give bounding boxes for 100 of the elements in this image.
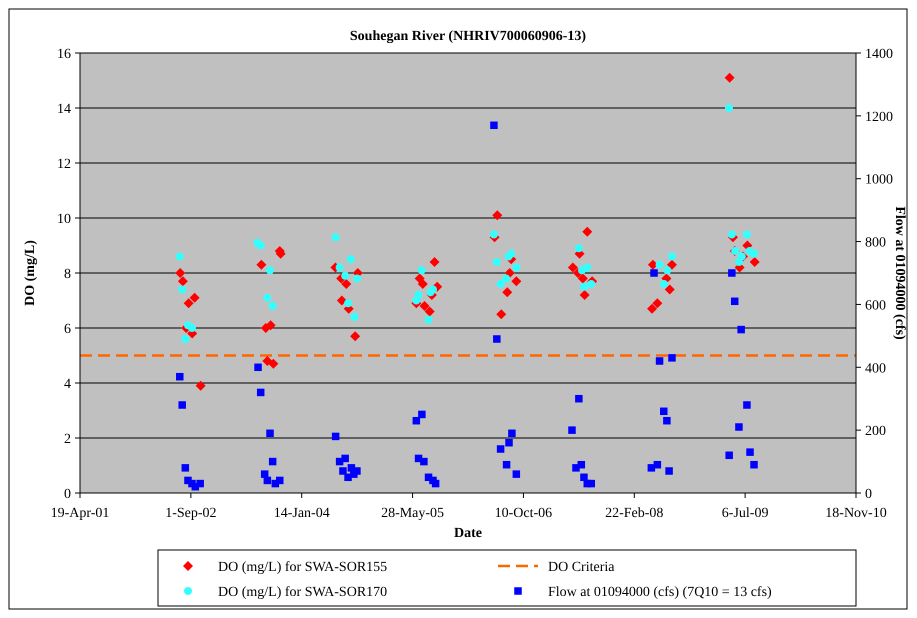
point: [582, 226, 592, 237]
point: [339, 467, 347, 475]
y-tick-label: 2: [64, 432, 71, 447]
point: [656, 357, 664, 365]
point: [578, 266, 586, 274]
point: [264, 476, 272, 484]
point: [511, 276, 522, 286]
point: [353, 274, 362, 282]
point: [256, 242, 265, 250]
x-tick-label: 18-Nov-10: [825, 506, 887, 521]
y2-tick-label: 1200: [865, 110, 893, 125]
point: [505, 438, 513, 446]
point: [580, 290, 590, 300]
point: [182, 464, 190, 472]
point: [724, 104, 733, 112]
point: [266, 266, 274, 274]
point: [725, 452, 733, 460]
point: [341, 272, 350, 280]
point: [496, 280, 505, 288]
legend-label: DO (mg/L) for SWA-SOR170: [218, 585, 388, 600]
point: [508, 430, 516, 438]
point: [276, 476, 284, 484]
point: [750, 250, 758, 258]
point: [580, 474, 588, 482]
point: [266, 320, 276, 330]
point: [341, 454, 349, 462]
point: [332, 233, 340, 242]
point: [178, 276, 188, 286]
point: [266, 430, 274, 438]
point: [254, 364, 262, 372]
point: [490, 230, 498, 238]
point: [504, 252, 513, 260]
point: [332, 432, 340, 440]
chart-title: Souhegan River (NHRIV700060906-13): [350, 29, 586, 44]
y2-tick-label: 800: [865, 236, 886, 251]
point: [663, 416, 671, 424]
point: [176, 252, 184, 260]
point: [341, 279, 352, 289]
point: [196, 380, 206, 391]
point: [580, 282, 588, 291]
x-tick-label: 28-May-05: [381, 506, 444, 521]
point: [418, 266, 426, 274]
point: [175, 268, 186, 278]
legend-label: DO Criteria: [548, 560, 616, 575]
point: [188, 324, 196, 332]
point: [350, 313, 358, 321]
point: [734, 258, 743, 266]
x-tick-label: 1-Sep-02: [165, 506, 217, 521]
point: [426, 288, 435, 296]
point: [190, 292, 200, 303]
point: [493, 335, 501, 343]
y2-tick-label: 1400: [865, 47, 893, 62]
point: [268, 358, 278, 369]
y-tick-label: 16: [57, 47, 71, 62]
point: [502, 460, 510, 468]
point: [750, 257, 760, 267]
point: [728, 269, 736, 277]
point: [568, 426, 576, 434]
point: [412, 416, 420, 424]
point: [656, 260, 664, 269]
point: [578, 274, 588, 284]
point: [660, 280, 668, 288]
point: [668, 252, 676, 260]
point: [724, 72, 735, 83]
point: [268, 302, 277, 310]
point: [430, 257, 440, 267]
y2-tick-label: 0: [865, 487, 872, 502]
point: [728, 230, 736, 238]
point: [178, 286, 186, 294]
point: [336, 264, 344, 272]
point: [502, 287, 512, 298]
point: [420, 458, 428, 466]
point: [730, 298, 738, 306]
y-tick-label: 0: [64, 487, 71, 502]
point: [268, 458, 276, 466]
point: [502, 274, 510, 282]
point: [344, 299, 352, 308]
point: [496, 309, 506, 320]
y-tick-label: 4: [64, 377, 71, 392]
point: [665, 467, 673, 475]
point: [418, 279, 428, 289]
point: [660, 408, 668, 416]
x-axis-title: Date: [454, 526, 482, 541]
y2-axis-title: Flow at 01094000 (cfs): [892, 206, 907, 340]
point: [418, 410, 426, 418]
point: [262, 356, 272, 366]
point: [650, 269, 658, 277]
point: [737, 326, 745, 334]
point: [746, 448, 754, 456]
point: [512, 470, 520, 478]
point: [568, 262, 578, 272]
point: [420, 301, 430, 311]
point: [424, 306, 435, 316]
point: [587, 280, 596, 288]
point: [668, 354, 676, 362]
x-tick-label: 22-Feb-08: [605, 506, 664, 521]
y-axis-title: DO (mg/L): [23, 240, 38, 306]
point: [663, 266, 672, 274]
point: [588, 480, 596, 488]
y2-tick-label: 200: [865, 424, 886, 440]
